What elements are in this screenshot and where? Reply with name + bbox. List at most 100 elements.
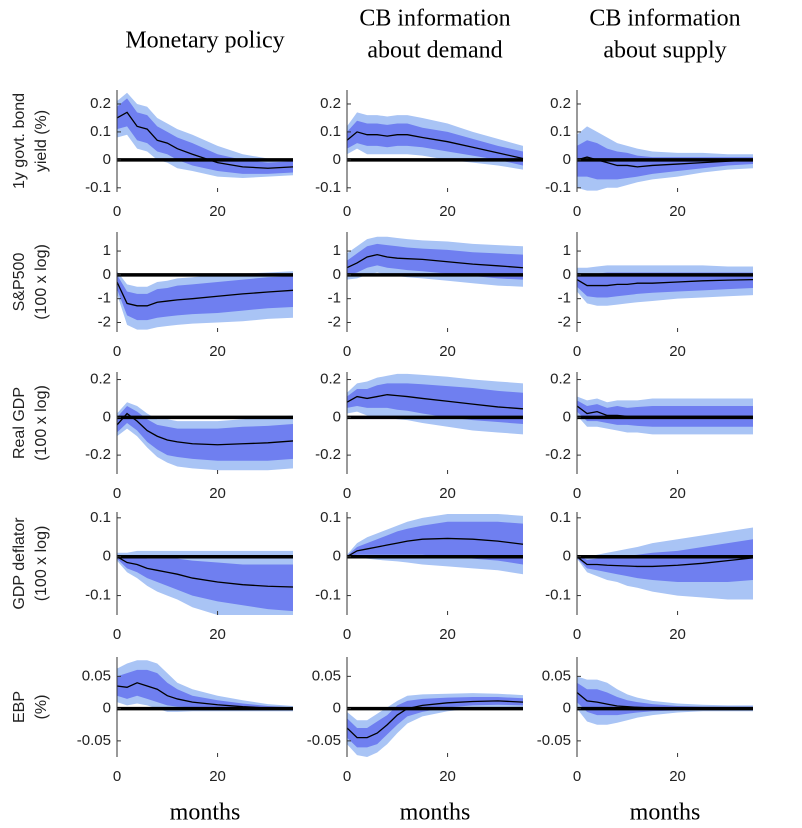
y-tick-label: 0 xyxy=(103,266,111,283)
y-axis-label: yield (%) xyxy=(33,110,50,172)
x-tick-label: 0 xyxy=(343,343,351,360)
x-tick-label: 20 xyxy=(439,626,456,643)
median-line xyxy=(346,537,524,558)
y-tick-label: -0.1 xyxy=(545,179,571,196)
y-axis-label: GDP deflator xyxy=(11,517,28,610)
x-tick-label: 20 xyxy=(669,485,686,502)
confidence-band xyxy=(117,92,293,179)
median-line xyxy=(576,556,754,568)
confidence-band xyxy=(347,383,523,424)
y-tick-label: -0.1 xyxy=(85,587,111,604)
y-tick-label: 0.1 xyxy=(550,509,571,526)
x-tick-label: 20 xyxy=(439,343,456,360)
x-tick-label: 0 xyxy=(343,768,351,785)
y-tick-label: -2 xyxy=(558,313,571,330)
y-tick-label: 0 xyxy=(563,548,571,565)
x-tick-label: 0 xyxy=(113,203,121,220)
y-axis-label: (%) xyxy=(33,695,50,720)
median-line xyxy=(116,281,294,307)
median-line xyxy=(116,682,294,710)
y-axis-label: (100 x log) xyxy=(33,244,50,320)
x-tick-label: 20 xyxy=(669,343,686,360)
y-tick-label: 0.05 xyxy=(312,667,341,684)
y-axis-label: 1y govt. bond xyxy=(11,93,28,189)
y-tick-label: -0.1 xyxy=(315,587,341,604)
y-tick-label: 0.1 xyxy=(550,123,571,140)
median-line xyxy=(346,253,524,269)
x-tick-label: 0 xyxy=(343,485,351,502)
median-line xyxy=(346,131,524,160)
x-tick-label: 0 xyxy=(343,626,351,643)
x-tick-label: 20 xyxy=(439,768,456,785)
x-tick-label: 20 xyxy=(209,343,226,360)
y-tick-label: 0 xyxy=(103,700,111,717)
y-tick-label: 0.05 xyxy=(542,667,571,684)
y-tick-label: 0.2 xyxy=(320,371,341,388)
y-tick-label: 0 xyxy=(563,151,571,168)
median-line xyxy=(116,412,294,446)
y-axis-label: S&P500 xyxy=(11,253,28,312)
y-tick-label: 0 xyxy=(333,408,341,425)
y-tick-label: 0 xyxy=(103,151,111,168)
y-tick-label: 0.1 xyxy=(320,123,341,140)
y-tick-label: -0.05 xyxy=(537,732,571,749)
x-tick-label: 20 xyxy=(669,626,686,643)
y-tick-label: 0 xyxy=(103,548,111,565)
y-tick-label: 0.1 xyxy=(90,123,111,140)
column-title: CB information xyxy=(359,6,510,32)
y-tick-label: -2 xyxy=(98,313,111,330)
y-tick-label: 1 xyxy=(563,242,571,259)
y-tick-label: 0.2 xyxy=(90,95,111,112)
y-tick-label: 0 xyxy=(103,408,111,425)
y-tick-label: -0.1 xyxy=(315,179,341,196)
x-tick-label: 0 xyxy=(573,203,581,220)
y-tick-label: 0.2 xyxy=(550,95,571,112)
y-tick-label: 0.2 xyxy=(320,95,341,112)
y-tick-label: 1 xyxy=(333,242,341,259)
confidence-band xyxy=(117,406,293,461)
median-line xyxy=(346,700,524,739)
y-tick-label: -0.1 xyxy=(545,587,571,604)
median-line xyxy=(116,556,294,588)
y-tick-label: -0.05 xyxy=(307,732,341,749)
x-tick-label: 0 xyxy=(573,626,581,643)
confidence-band xyxy=(347,243,523,280)
x-tick-label: 0 xyxy=(343,203,351,220)
x-axis-label: months xyxy=(630,800,701,826)
median-line xyxy=(576,691,753,710)
x-tick-label: 0 xyxy=(113,768,121,785)
y-tick-label: -0.05 xyxy=(77,732,111,749)
median-line xyxy=(576,278,754,287)
y-tick-label: -1 xyxy=(98,290,111,307)
y-tick-label: 0.05 xyxy=(82,667,111,684)
median-line xyxy=(576,405,753,418)
confidence-band xyxy=(577,539,753,582)
confidence-band xyxy=(347,521,523,565)
y-tick-label: 1 xyxy=(103,242,111,259)
x-tick-label: 0 xyxy=(573,768,581,785)
y-tick-label: 0.2 xyxy=(90,371,111,388)
confidence-band xyxy=(347,120,523,166)
confidence-band xyxy=(577,400,753,427)
x-tick-label: 0 xyxy=(113,626,121,643)
x-tick-label: 0 xyxy=(573,485,581,502)
y-tick-label: 0.2 xyxy=(550,371,571,388)
y-axis-label: Real GDP xyxy=(11,387,28,459)
y-tick-label: -1 xyxy=(328,290,341,307)
y-tick-label: 0 xyxy=(333,266,341,283)
y-tick-label: 0.1 xyxy=(90,509,111,526)
y-tick-label: -2 xyxy=(328,313,341,330)
y-tick-label: -0.2 xyxy=(545,446,571,463)
column-title: about supply xyxy=(603,38,726,64)
y-tick-label: 0 xyxy=(563,266,571,283)
x-tick-label: 20 xyxy=(669,203,686,220)
y-tick-label: 0 xyxy=(333,151,341,168)
median-line xyxy=(116,111,294,169)
x-tick-label: 20 xyxy=(209,768,226,785)
y-tick-label: -0.1 xyxy=(85,179,111,196)
x-tick-label: 20 xyxy=(439,485,456,502)
y-tick-label: -0.2 xyxy=(85,446,111,463)
confidence-band xyxy=(117,554,293,612)
column-title: about demand xyxy=(367,38,502,64)
